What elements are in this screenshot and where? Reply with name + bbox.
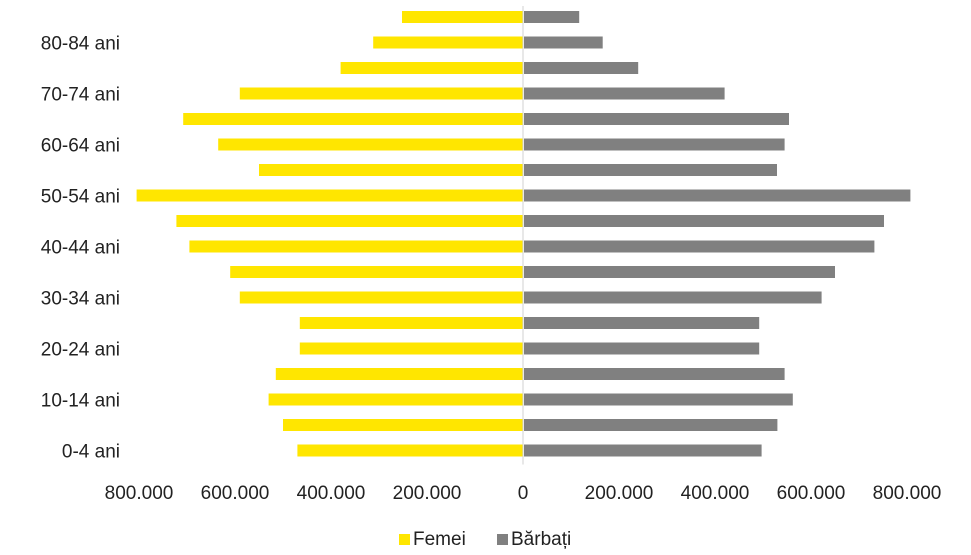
x-tick-label: 400.000: [297, 483, 366, 504]
y-axis-labels: 0-4 ani 10-14 ani 20-24 ani 30-34 ani 40-44 …: [41, 34, 120, 463]
bar-barbati-10: [524, 189, 911, 202]
bar-barbati-12: [524, 138, 785, 151]
bar-femei-7: [230, 266, 523, 278]
x-axis-labels: 800.000 600.000 400.000 200.000 0 200.000 400.…: [105, 483, 942, 504]
bar-femei-15: [340, 62, 523, 74]
bar-femei-8: [189, 240, 523, 253]
y-tick-label: 0-4 ani: [62, 442, 120, 463]
bar-femei-3: [275, 368, 523, 380]
bar-femei-6: [239, 291, 524, 304]
y-tick-label: 40-44 ani: [41, 238, 120, 259]
bar-femei-17: [402, 11, 523, 23]
bar-femei-2: [268, 393, 523, 406]
bar-barbati-14: [524, 87, 725, 100]
y-tick-label: 10-14 ani: [41, 391, 120, 412]
bar-barbati-9: [524, 215, 884, 227]
bar-barbati-2: [524, 393, 793, 406]
legend-item-barbati: Bărbați: [497, 529, 571, 550]
legend-swatch: [399, 534, 410, 545]
bar-femei-12: [218, 138, 523, 151]
bar-barbati-17: [524, 11, 580, 23]
bar-femei-16: [373, 36, 523, 49]
x-tick-label: 0: [518, 483, 529, 504]
bar-barbati-7: [524, 266, 835, 278]
x-tick-label: 400.000: [681, 483, 750, 504]
x-tick-label: 800.000: [873, 483, 942, 504]
bar-barbati-5: [524, 317, 760, 329]
bar-femei-11: [259, 164, 523, 176]
bar-barbati-6: [524, 291, 822, 304]
y-tick-label: 80-84 ani: [41, 34, 120, 55]
y-tick-label: 50-54 ani: [41, 187, 120, 208]
bar-femei-14: [239, 87, 524, 100]
bar-barbati-4: [524, 342, 760, 355]
y-tick-label: 30-34 ani: [41, 289, 120, 310]
x-tick-label: 200.000: [393, 483, 462, 504]
legend-item-femei: Femei: [399, 529, 466, 550]
y-tick-label: 20-24 ani: [41, 340, 120, 361]
bar-barbati-15: [524, 62, 639, 74]
bar-femei-13: [183, 113, 523, 125]
legend-swatch: [497, 534, 508, 545]
bar-barbati-3: [524, 368, 785, 380]
x-tick-label: 800.000: [105, 483, 174, 504]
bar-femei-1: [283, 419, 523, 431]
legend-label: Bărbați: [511, 529, 571, 550]
bar-femei-4: [299, 342, 523, 355]
bar-barbati-0: [524, 444, 762, 457]
bar-barbati-16: [524, 36, 603, 49]
bars-group: [136, 11, 911, 457]
bar-femei-5: [299, 317, 523, 329]
x-tick-label: 200.000: [585, 483, 654, 504]
legend: Femei Bărbați: [399, 529, 571, 550]
bar-femei-9: [176, 215, 523, 227]
x-tick-label: 600.000: [777, 483, 846, 504]
y-tick-label: 70-74 ani: [41, 85, 120, 106]
bar-barbati-11: [524, 164, 777, 176]
bar-femei-0: [297, 444, 523, 457]
bar-femei-10: [136, 189, 523, 202]
y-tick-label: 60-64 ani: [41, 136, 120, 157]
bar-barbati-8: [524, 240, 875, 253]
bar-barbati-13: [524, 113, 789, 125]
legend-label: Femei: [413, 529, 466, 550]
bar-barbati-1: [524, 419, 778, 431]
x-tick-label: 600.000: [201, 483, 270, 504]
